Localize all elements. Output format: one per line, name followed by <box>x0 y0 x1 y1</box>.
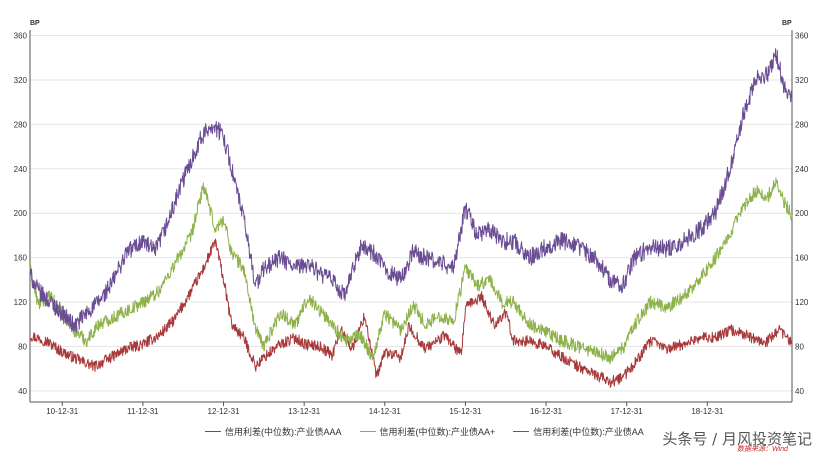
y-tick-left-160: 160 <box>14 254 28 263</box>
y-tick-right-120: 120 <box>795 298 809 307</box>
x-tick-12-12-31: 12-12-31 <box>208 407 241 416</box>
y-tick-left-80: 80 <box>18 342 27 351</box>
x-tick-10-12-31: 10-12-31 <box>46 407 79 416</box>
y-tick-left-240: 240 <box>14 165 28 174</box>
y-tick-right-280: 280 <box>795 120 809 129</box>
y-tick-right-240: 240 <box>795 165 809 174</box>
x-tick-14-12-31: 14-12-31 <box>369 407 402 416</box>
watermark-text: 头条号 / 月风投资笔记 <box>662 430 812 448</box>
y-tick-right-360: 360 <box>795 32 809 41</box>
y-tick-left-200: 200 <box>14 209 28 218</box>
y-tick-left-320: 320 <box>14 76 28 85</box>
series-line-aaa <box>29 238 793 388</box>
series-lines <box>29 48 793 388</box>
legend-item-aa-plus: 信用利差(中位数):产业债AA+ <box>359 425 496 438</box>
chart-area: BP BP 40 40 80 80 120 120 160 160 200 200 240 240 28… <box>14 20 809 416</box>
y-ticks: 40 40 80 80 120 120 160 160 200 200 240 240 280 280 32… <box>14 32 809 396</box>
y-tick-left-120: 120 <box>14 298 28 307</box>
y-tick-right-160: 160 <box>795 254 809 263</box>
y-tick-right-320: 320 <box>795 76 809 85</box>
y-tick-right-200: 200 <box>795 209 809 218</box>
source-text: 数据来源：Wind <box>737 446 788 453</box>
y-tick-left-360: 360 <box>14 32 28 41</box>
legend-item-aa: 信用利差(中位数):产业债AA <box>513 425 644 438</box>
legend-item-aaa: 信用利差(中位数):产业债AAA <box>205 425 342 438</box>
series-line-aa <box>29 48 793 333</box>
legend-label-aaa: 信用利差(中位数):产业债AAA <box>225 427 342 437</box>
legend-swatch-aa <box>513 431 530 432</box>
legend-label-aa: 信用利差(中位数):产业债AA <box>533 427 644 437</box>
legend-label-aa-plus: 信用利差(中位数):产业债AA+ <box>379 427 496 437</box>
x-tick-17-12-31: 17-12-31 <box>611 407 644 416</box>
x-tick-11-12-31: 11-12-31 <box>127 407 159 416</box>
series-line-aa-plus <box>29 177 793 365</box>
x-tick-16-12-31: 16-12-31 <box>530 407 563 416</box>
legend-swatch-aaa <box>205 431 221 432</box>
y-tick-left-40: 40 <box>18 387 27 396</box>
x-tick-13-12-31: 13-12-31 <box>288 407 321 416</box>
left-unit-label: BP <box>30 20 40 27</box>
legend: 信用利差(中位数):产业债AAA 信用利差(中位数):产业债AA+ 信用利差(中… <box>205 425 644 438</box>
x-tick-15-12-31: 15-12-31 <box>449 407 482 416</box>
legend-swatch-aa-plus <box>359 431 376 432</box>
y-tick-left-280: 280 <box>14 120 28 129</box>
x-tick-18-12-31: 18-12-31 <box>691 407 724 416</box>
y-tick-right-40: 40 <box>795 387 804 396</box>
right-unit-label: BP <box>782 20 792 27</box>
y-tick-right-80: 80 <box>795 342 804 351</box>
grid-lines <box>30 35 792 392</box>
x-ticks: 10-12-31 11-12-31 12-12-31 13-12-31 14-12-31… <box>46 402 724 416</box>
